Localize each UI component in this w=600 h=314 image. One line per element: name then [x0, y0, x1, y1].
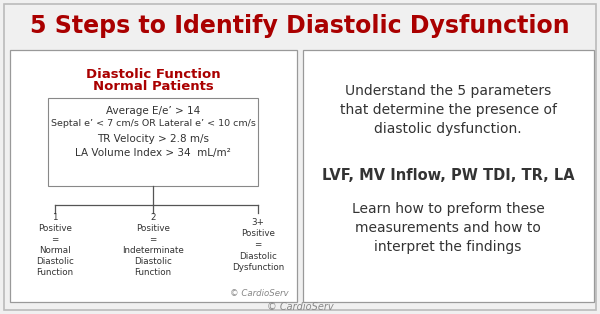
Text: Diastolic Function: Diastolic Function — [86, 68, 220, 80]
Text: 1
Positive
=
Normal
Diastolic
Function: 1 Positive = Normal Diastolic Function — [36, 213, 74, 277]
Text: Average E/e’ > 14: Average E/e’ > 14 — [106, 106, 200, 116]
Text: 2
Positive
=
Indeterminate
Diastolic
Function: 2 Positive = Indeterminate Diastolic Fun… — [122, 213, 184, 277]
FancyBboxPatch shape — [10, 50, 297, 302]
Text: 3+
Positive
=
Diastolic
Dysfunction: 3+ Positive = Diastolic Dysfunction — [232, 218, 284, 272]
FancyBboxPatch shape — [4, 4, 596, 310]
Text: TR Velocity > 2.8 m/s: TR Velocity > 2.8 m/s — [97, 134, 209, 144]
Text: Normal Patients: Normal Patients — [92, 80, 214, 94]
Text: 5 Steps to Identify Diastolic Dysfunction: 5 Steps to Identify Diastolic Dysfunctio… — [30, 14, 570, 38]
Text: © CardioServ: © CardioServ — [266, 302, 334, 312]
Text: Learn how to preform these
measurements and how to
interpret the findings: Learn how to preform these measurements … — [352, 202, 544, 255]
Text: Understand the 5 parameters
that determine the presence of
diastolic dysfunction: Understand the 5 parameters that determi… — [340, 84, 557, 137]
Text: LA Volume Index > 34  mL/m²: LA Volume Index > 34 mL/m² — [75, 148, 231, 158]
FancyBboxPatch shape — [48, 98, 258, 186]
Text: © CardioServ: © CardioServ — [230, 289, 289, 297]
FancyBboxPatch shape — [303, 50, 594, 302]
Text: LVF, MV Inflow, PW TDI, TR, LA: LVF, MV Inflow, PW TDI, TR, LA — [322, 167, 574, 182]
Text: Septal e’ < 7 cm/s OR Lateral e’ < 10 cm/s: Septal e’ < 7 cm/s OR Lateral e’ < 10 cm… — [50, 120, 256, 128]
